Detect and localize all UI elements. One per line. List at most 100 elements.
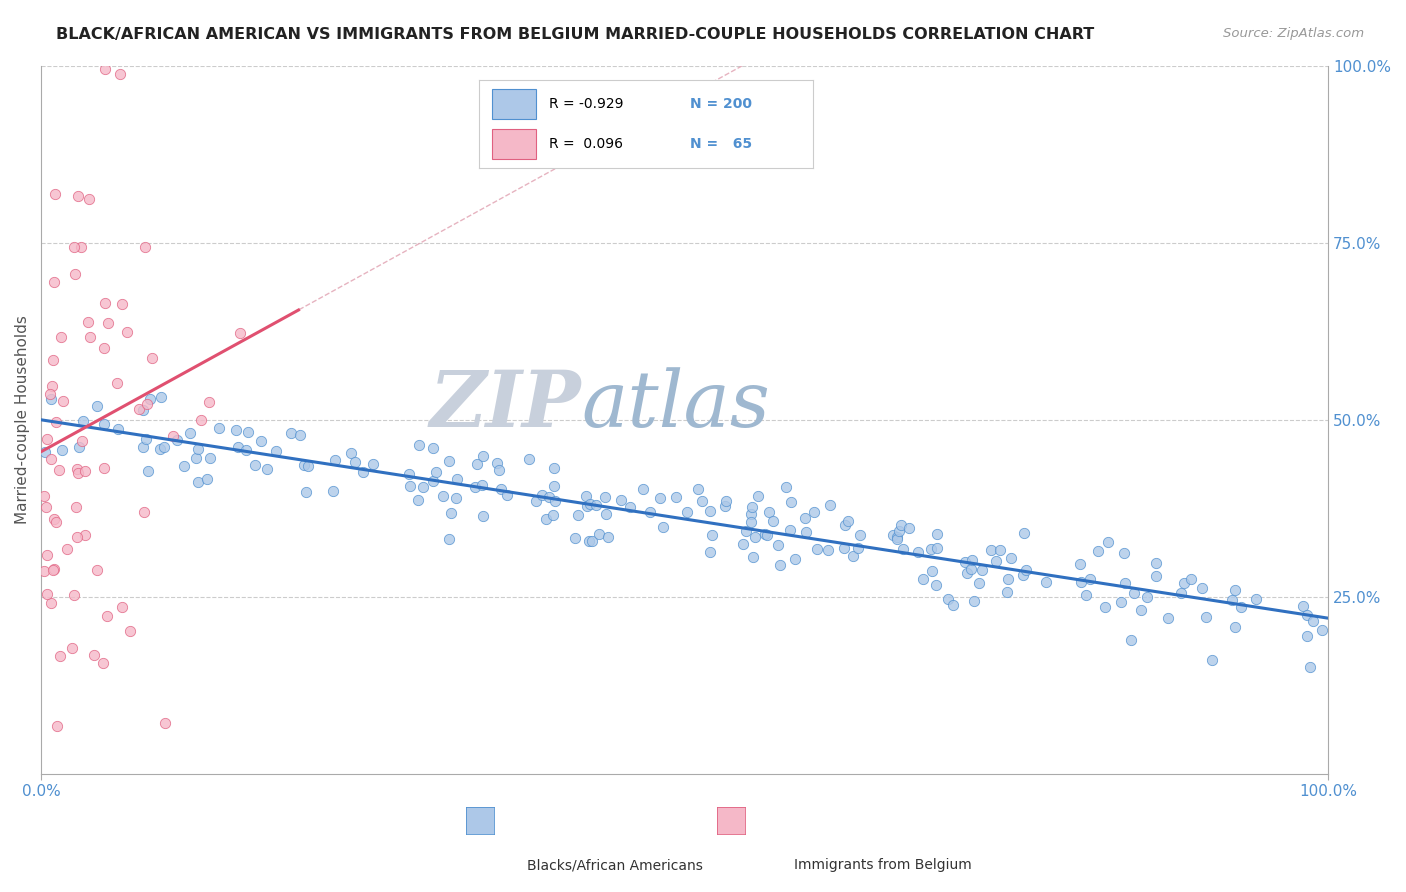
Point xyxy=(62,240,84,254)
Point xyxy=(1114,576,1136,591)
Point xyxy=(489,483,512,497)
Point xyxy=(1011,567,1033,582)
Point xyxy=(297,459,319,474)
Point xyxy=(132,505,155,519)
Point xyxy=(340,446,363,460)
Point xyxy=(1097,535,1119,549)
Point xyxy=(290,428,312,442)
Point xyxy=(45,415,67,429)
Point xyxy=(115,325,138,339)
Point xyxy=(135,432,157,446)
Text: Source: ZipAtlas.com: Source: ZipAtlas.com xyxy=(1223,27,1364,40)
Point xyxy=(1012,526,1035,541)
Point xyxy=(41,563,63,577)
Point xyxy=(44,275,66,289)
Point xyxy=(886,532,908,546)
Point xyxy=(794,525,817,540)
Point xyxy=(225,423,247,437)
Point xyxy=(517,451,540,466)
Point xyxy=(1015,563,1038,577)
Point xyxy=(292,458,315,473)
Point xyxy=(702,528,724,542)
Point xyxy=(79,330,101,344)
Point xyxy=(1223,620,1246,634)
Point xyxy=(593,491,616,505)
Point xyxy=(49,330,72,344)
Point xyxy=(93,62,115,77)
Point xyxy=(834,517,856,532)
Point xyxy=(785,552,807,566)
Point xyxy=(686,482,709,496)
Point xyxy=(34,565,56,579)
Point xyxy=(264,443,287,458)
Point xyxy=(41,352,63,367)
Point xyxy=(742,550,765,565)
Point xyxy=(780,494,803,508)
Point xyxy=(665,490,688,504)
Point xyxy=(173,458,195,473)
Point xyxy=(446,472,468,486)
Text: BLACK/AFRICAN AMERICAN VS IMMIGRANTS FROM BELGIUM MARRIED-COUPLE HOUSEHOLDS CORR: BLACK/AFRICAN AMERICAN VS IMMIGRANTS FRO… xyxy=(56,27,1094,42)
Point xyxy=(52,394,75,409)
Point xyxy=(422,441,444,455)
Point xyxy=(408,438,430,452)
Point xyxy=(66,189,89,203)
Point xyxy=(425,465,447,479)
Point xyxy=(322,483,344,498)
Point xyxy=(938,592,960,607)
Point xyxy=(766,538,789,552)
Point xyxy=(495,488,517,502)
Point xyxy=(48,463,70,477)
Point xyxy=(837,514,859,528)
Point xyxy=(187,442,209,456)
Point xyxy=(67,440,90,454)
Point xyxy=(437,532,460,546)
Point xyxy=(980,543,1002,558)
Point xyxy=(882,528,904,542)
Point xyxy=(638,505,661,519)
Point xyxy=(39,452,62,467)
Point xyxy=(69,239,91,253)
Point xyxy=(1296,608,1319,623)
Point xyxy=(440,506,463,520)
Point xyxy=(243,458,266,473)
Point xyxy=(153,440,176,454)
Point xyxy=(960,553,983,567)
Point xyxy=(756,528,779,542)
Text: ZIP: ZIP xyxy=(430,368,582,444)
Point xyxy=(651,520,673,534)
Point xyxy=(1144,556,1167,570)
Point xyxy=(1195,610,1218,624)
Point xyxy=(543,508,565,523)
Point xyxy=(741,500,763,515)
Point xyxy=(740,508,762,522)
Point xyxy=(141,351,163,365)
Point xyxy=(1094,599,1116,614)
Point xyxy=(41,596,63,610)
Point xyxy=(744,530,766,544)
Point xyxy=(444,491,467,505)
Point xyxy=(1246,591,1268,606)
Point xyxy=(818,498,841,512)
Point xyxy=(132,402,155,417)
Point xyxy=(93,417,115,432)
Point xyxy=(1078,572,1101,586)
Point xyxy=(907,544,929,558)
Point xyxy=(439,454,461,468)
Point xyxy=(1170,586,1192,600)
Point xyxy=(63,588,86,602)
Point xyxy=(75,528,97,542)
Point xyxy=(179,425,201,440)
Point xyxy=(633,483,655,497)
Point xyxy=(997,572,1019,586)
Point xyxy=(690,493,713,508)
Point xyxy=(38,386,60,401)
Point xyxy=(1109,595,1132,609)
Point xyxy=(93,461,115,475)
Point xyxy=(1296,629,1319,643)
Point xyxy=(1173,576,1195,591)
Point xyxy=(35,500,58,515)
Point xyxy=(969,576,991,591)
Point xyxy=(488,462,510,476)
Point xyxy=(1157,611,1180,625)
